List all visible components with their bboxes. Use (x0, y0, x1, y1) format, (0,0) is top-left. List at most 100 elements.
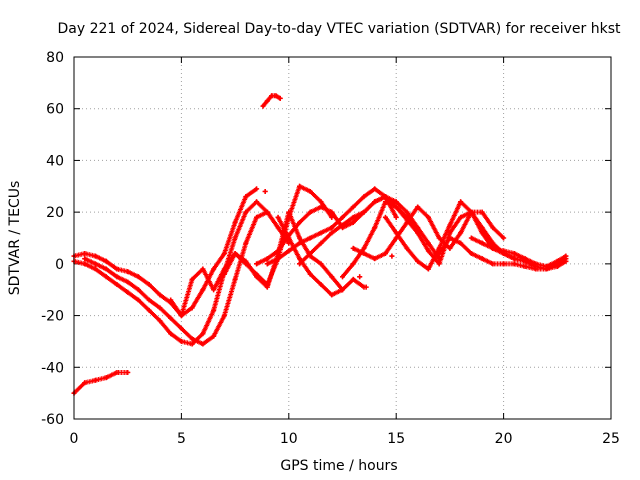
data-point (211, 266, 217, 272)
data-point (511, 251, 517, 257)
data-point (178, 313, 184, 319)
data-point (340, 274, 345, 280)
data-point (350, 219, 356, 225)
data-point (114, 274, 120, 280)
data-point (297, 235, 303, 241)
series-trace (71, 369, 131, 396)
data-point (563, 258, 569, 264)
data-point (425, 266, 431, 272)
x-tick-label: 0 (70, 431, 79, 447)
series-arc-m (382, 199, 569, 272)
data-point (200, 341, 206, 347)
data-point (168, 331, 174, 337)
data-point (275, 256, 281, 262)
data-point (114, 282, 120, 288)
data-layer (71, 93, 569, 396)
x-tick-label: 5 (177, 431, 186, 447)
data-point (168, 297, 174, 303)
y-tick-label: -40 (41, 360, 64, 376)
data-point (458, 240, 464, 246)
data-point (82, 251, 88, 257)
data-point (125, 289, 131, 295)
data-point (350, 214, 356, 220)
data-point (232, 235, 238, 241)
data-point (264, 98, 270, 104)
data-point (254, 274, 260, 280)
data-point (389, 253, 395, 259)
y-tick-label: 60 (46, 102, 64, 118)
data-point (286, 235, 292, 241)
y-axis-label: SDTVAR / TECUs (7, 181, 23, 296)
x-axis-label: GPS time / hours (280, 458, 397, 474)
data-point (264, 256, 270, 262)
data-point (372, 256, 378, 262)
data-point (307, 209, 313, 215)
data-point (277, 95, 283, 101)
data-point (103, 266, 109, 272)
data-point (307, 271, 313, 277)
data-point (200, 266, 206, 272)
data-point (297, 219, 303, 225)
data-point (501, 261, 507, 267)
data-point (103, 258, 109, 264)
data-point (92, 261, 98, 267)
series-arc-o (468, 235, 569, 269)
data-point (372, 199, 378, 205)
series-outliers (262, 188, 395, 290)
data-point (178, 326, 184, 331)
data-point (522, 263, 528, 269)
data-point (329, 292, 335, 298)
data-point (189, 341, 195, 347)
data-point (329, 274, 335, 280)
data-point (178, 338, 184, 344)
data-point (243, 240, 249, 246)
data-point (382, 214, 388, 220)
data-point (501, 248, 507, 254)
data-point (490, 225, 496, 231)
data-point (125, 279, 131, 285)
data-point (243, 209, 249, 215)
data-point (254, 199, 260, 205)
data-point (425, 248, 431, 254)
data-point (533, 266, 539, 272)
grid-layer (74, 57, 611, 419)
data-point (157, 318, 163, 324)
data-point (382, 199, 388, 205)
data-point (357, 274, 363, 280)
data-point (393, 204, 399, 210)
data-point (211, 307, 217, 313)
data-point (254, 261, 260, 267)
data-point (243, 194, 249, 200)
data-point (103, 274, 109, 280)
data-point (275, 214, 281, 220)
data-point (340, 214, 345, 220)
data-point (264, 209, 270, 215)
data-point (264, 261, 270, 267)
data-point (329, 225, 335, 231)
data-point (221, 313, 227, 319)
data-point (372, 225, 378, 231)
tick-layer: 0 5 10 15 20 25 -60 -40 -20 0 20 40 60 80 (41, 50, 620, 447)
data-point (554, 263, 560, 269)
data-point (372, 186, 378, 192)
y-tick-label: 80 (46, 50, 64, 66)
data-point (350, 204, 356, 210)
data-point (404, 219, 410, 225)
data-point (404, 245, 410, 251)
data-point (511, 256, 517, 262)
data-point (436, 251, 442, 257)
series-arc-h (264, 186, 399, 267)
data-point (447, 245, 453, 251)
data-point (125, 369, 131, 375)
data-point (363, 284, 369, 290)
data-point (146, 307, 152, 313)
data-point (135, 287, 141, 293)
data-point (135, 274, 141, 280)
data-point (307, 188, 313, 194)
data-point (297, 256, 303, 262)
data-point (318, 282, 324, 288)
data-point (264, 284, 270, 290)
data-point (479, 230, 485, 236)
data-point (211, 333, 217, 339)
data-point (307, 251, 313, 257)
